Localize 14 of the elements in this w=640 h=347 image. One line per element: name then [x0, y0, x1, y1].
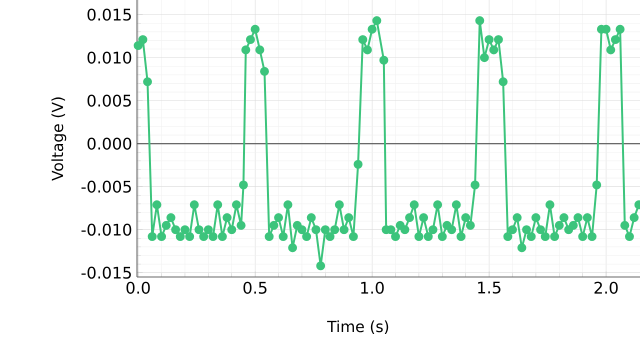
- y-tick-label: 0.015: [88, 8, 131, 21]
- y-tick-label: -0.005: [81, 180, 131, 193]
- y-tick-label: -0.015: [81, 266, 131, 279]
- x-axis-title: Time (s): [327, 320, 388, 334]
- x-tick-label: 0.5: [243, 282, 266, 294]
- y-axis-title: Voltage (V): [51, 97, 66, 181]
- y-tick-label: -0.010: [81, 224, 132, 236]
- x-tick-label: 2.0: [594, 282, 618, 294]
- x-tick-label: 1.5: [478, 282, 500, 294]
- x-tick-label: 0.0: [126, 282, 150, 294]
- y-tick-label: 0.005: [88, 94, 131, 107]
- y-tick-label: 0.010: [88, 52, 132, 64]
- x-tick-label: 1.0: [361, 282, 384, 294]
- y-tick-label: 0.000: [88, 138, 132, 150]
